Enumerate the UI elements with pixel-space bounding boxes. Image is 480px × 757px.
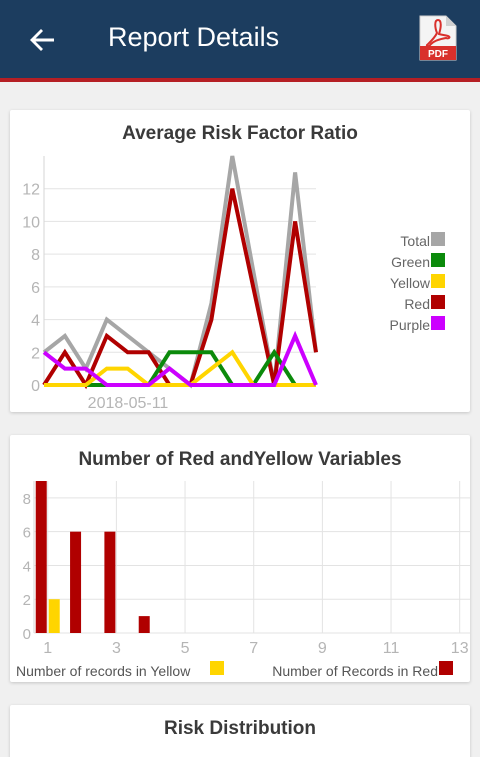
back-button[interactable] [24,20,64,60]
legend-label: Green [391,254,430,270]
risk-factor-title: Average Risk Factor Ratio [122,123,358,144]
legend-label-red: Number of Records in Red [272,663,438,679]
x-tick-label: 7 [249,640,258,657]
legend-swatch-total [431,232,445,246]
x-tick-label: 2018-05-11 [88,395,169,412]
legend-label-yellow: Number of records in Yellow [16,663,191,679]
bar-yellow [48,599,60,633]
page-title: Report Details [108,22,280,52]
y-tick-label: 2 [31,345,40,362]
red-yellow-card: Number of Red andYellow Variables 0 2 4 6 8 1… [10,435,470,682]
legend-label: Red [404,296,430,312]
series-line-purple [42,330,318,387]
y-tick-label: 8 [31,247,40,264]
y-tick-label: 6 [23,525,31,542]
x-tick-label: 5 [181,640,190,657]
arrow-left-icon [30,29,54,51]
x-tick-label: 3 [112,640,121,657]
bar-red [138,616,150,633]
pdf-icon: PDF [419,15,457,61]
bar-red [70,531,82,633]
y-tick-label: 10 [22,214,40,231]
red-yellow-title: Number of Red andYellow Variables [78,449,402,470]
y-tick-label: 4 [23,558,31,575]
legend-swatch-purple [431,316,445,330]
x-tick-label: 9 [318,640,327,657]
legend-swatch-yellow [210,661,224,675]
legend-swatch-green [431,253,445,267]
legend-swatch-yellow [431,274,445,288]
risk-distribution-title: Risk Distribution [163,718,316,739]
x-tick-label: 11 [383,640,400,657]
y-tick-label: 12 [22,182,40,199]
y-tick-label: 0 [31,378,40,395]
pdf-export-button[interactable]: PDF [418,14,458,62]
pdf-icon-label: PDF [428,49,448,60]
legend-label: Total [400,233,430,249]
y-tick-label: 8 [23,491,31,508]
legend-swatch-red [431,295,445,309]
y-tick-label: 0 [23,626,31,643]
app-bar: Report Details PDF [0,0,480,78]
legend-swatch-red [439,661,453,675]
bar-red [104,531,116,633]
risk-factor-card: Average Risk Factor Ratio 0 2 4 6 8 10 12 2018-… [10,110,470,412]
bar-red [35,481,47,633]
series-line-green [44,348,316,387]
y-tick-label: 6 [31,280,40,297]
legend-label: Purple [390,317,431,333]
app-bar-stripe [0,78,480,82]
y-tick-label: 4 [31,313,40,330]
y-tick-label: 2 [23,592,31,609]
risk-distribution-card: Risk Distribution [10,705,470,757]
x-tick-label: 1 [43,640,52,657]
risk-factor-line-chart: 0 2 4 6 8 10 12 2018-05-11 Total Green Yellow Red Pu… [22,155,445,412]
legend-label: Yellow [390,275,431,291]
x-tick-label: 13 [451,640,469,657]
